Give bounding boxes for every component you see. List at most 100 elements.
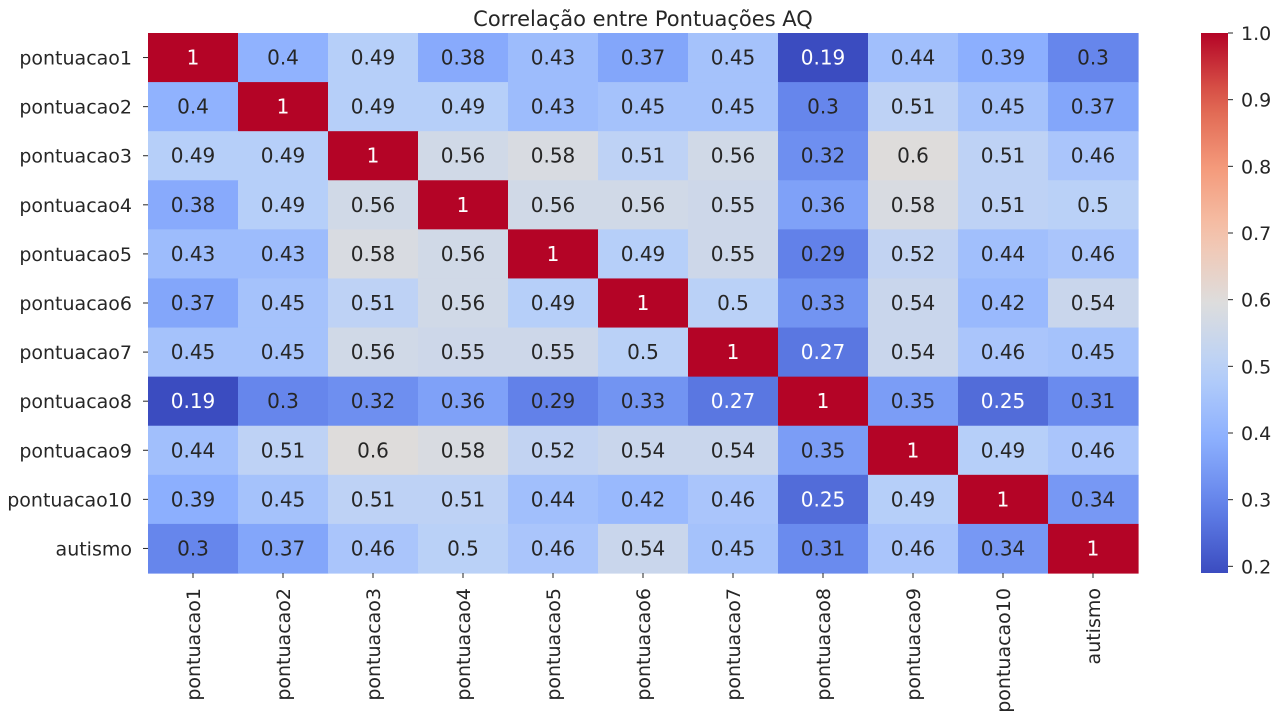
colorbar-tick-label-4: 0.6 [1241, 290, 1271, 312]
cell-label-6-3: 0.55 [441, 340, 486, 364]
heatmap-cell-4-2 [328, 229, 419, 280]
x-tick-label-2: pontuacao3 [363, 588, 385, 701]
cell-label-2-7: 0.32 [801, 144, 846, 168]
heatmap-cell-8-8 [868, 425, 959, 476]
cell-label-2-3: 0.56 [441, 144, 486, 168]
chart-title: Correlação entre Pontuações AQ [473, 7, 813, 31]
cell-label-0-9: 0.39 [981, 46, 1026, 70]
colorbar-tick-label-5: 0.7 [1241, 223, 1271, 245]
heatmap-cell-2-2 [328, 131, 419, 181]
heatmap-cell-4-5 [598, 229, 689, 280]
cell-label-6-8: 0.54 [891, 340, 936, 364]
heatmap-cell-10-2 [328, 523, 419, 574]
heatmap-cell-2-4 [508, 131, 599, 181]
x-tick-label-6: pontuacao7 [723, 588, 745, 701]
heatmap-cell-5-5 [598, 278, 689, 329]
heatmap-cell-7-0 [148, 376, 239, 427]
y-tick-label-3: pontuacao4 [19, 195, 132, 217]
heatmap-cell-5-8 [868, 278, 959, 329]
cell-label-0-10: 0.3 [1077, 46, 1109, 70]
cell-label-3-7: 0.36 [801, 193, 846, 217]
cell-label-8-6: 0.54 [711, 438, 756, 462]
heatmap-cell-5-7 [778, 278, 869, 329]
heatmap-cell-7-9 [958, 376, 1049, 427]
cell-label-5-8: 0.54 [891, 291, 936, 315]
cell-label-0-4: 0.43 [531, 46, 576, 70]
cell-label-9-9: 1 [997, 487, 1010, 511]
cell-label-0-0: 1 [187, 46, 200, 70]
heatmap-cell-1-2 [328, 82, 419, 132]
heatmap-cell-0-7 [778, 33, 869, 83]
cell-label-2-10: 0.46 [1071, 144, 1116, 168]
cell-label-1-5: 0.45 [621, 95, 666, 119]
heatmap-cell-0-6 [688, 33, 779, 83]
cell-label-9-10: 0.34 [1071, 487, 1116, 511]
cell-label-0-2: 0.49 [351, 46, 396, 70]
heatmap-cell-9-10 [1048, 474, 1139, 525]
heatmap-cell-2-10 [1048, 131, 1139, 181]
cell-label-5-10: 0.54 [1071, 291, 1116, 315]
heatmap-cell-0-4 [508, 33, 599, 83]
heatmap-cell-6-9 [958, 327, 1049, 378]
cell-label-3-8: 0.58 [891, 193, 936, 217]
cell-label-2-2: 1 [367, 144, 380, 168]
heatmap-cell-6-5 [598, 327, 689, 378]
heatmap-cell-9-0 [148, 474, 239, 525]
heatmap-cell-4-3 [418, 229, 509, 280]
heatmap-cell-0-5 [598, 33, 689, 83]
heatmap-cell-2-8 [868, 131, 959, 181]
heatmap-cell-4-7 [778, 229, 869, 280]
cell-label-6-6: 1 [727, 340, 740, 364]
colorbar-tick-label-6: 0.8 [1241, 156, 1271, 178]
x-tick-label-4: pontuacao5 [543, 588, 565, 701]
x-tick-label-9: pontuacao10 [993, 588, 1015, 713]
cell-label-1-7: 0.3 [807, 95, 839, 119]
heatmap-cell-10-0 [148, 523, 239, 574]
cell-label-1-4: 0.43 [531, 95, 576, 119]
cell-label-5-9: 0.42 [981, 291, 1026, 315]
x-tick-label-10: autismo [1083, 588, 1105, 664]
heatmap-cell-10-5 [598, 523, 689, 574]
heatmap-cell-2-9 [958, 131, 1049, 181]
cell-label-10-10: 1 [1087, 536, 1100, 560]
heatmap-cell-8-3 [418, 425, 509, 476]
cell-label-5-6: 0.5 [717, 291, 749, 315]
heatmap-cell-3-8 [868, 180, 959, 230]
heatmap-cell-3-7 [778, 180, 869, 230]
cell-label-8-8: 1 [907, 438, 920, 462]
cell-label-8-0: 0.44 [171, 438, 216, 462]
x-tick-labels: pontuacao1 pontuacao2 pontuacao3 pontuacao4… [183, 573, 1105, 713]
cell-label-4-5: 0.49 [621, 242, 666, 266]
heatmap-cell-9-3 [418, 474, 509, 525]
heatmap-cell-4-1 [238, 229, 329, 280]
cell-label-7-4: 0.29 [531, 389, 576, 413]
cell-label-7-10: 0.31 [1071, 389, 1116, 413]
heatmap-cell-8-5 [598, 425, 689, 476]
cell-label-8-2: 0.6 [357, 438, 389, 462]
y-tick-label-7: pontuacao8 [19, 391, 132, 413]
heatmap-cell-2-6 [688, 131, 779, 181]
x-tick-label-8: pontuacao9 [903, 588, 925, 701]
cell-label-8-1: 0.51 [261, 438, 306, 462]
heatmap-cell-10-6 [688, 523, 779, 574]
cell-label-1-2: 0.49 [351, 95, 396, 119]
heatmap-cell-3-10 [1048, 180, 1139, 230]
cell-label-5-1: 0.45 [261, 291, 306, 315]
heatmap-cell-2-3 [418, 131, 509, 181]
heatmap-cell-1-9 [958, 82, 1049, 132]
cell-label-6-2: 0.56 [351, 340, 396, 364]
cell-label-2-1: 0.49 [261, 144, 306, 168]
cell-label-10-3: 0.5 [447, 536, 479, 560]
cell-label-3-2: 0.56 [351, 193, 396, 217]
colorbar-tick-label-2: 0.4 [1241, 423, 1271, 445]
cell-label-6-7: 0.27 [801, 340, 846, 364]
cell-label-7-1: 0.3 [267, 389, 299, 413]
cell-label-5-7: 0.33 [801, 291, 846, 315]
heatmap-cell-4-9 [958, 229, 1049, 280]
heatmap-cell-8-0 [148, 425, 239, 476]
x-tick-label-0: pontuacao1 [183, 588, 205, 701]
cell-label-9-4: 0.44 [531, 487, 576, 511]
heatmap-cell-3-5 [598, 180, 689, 230]
heatmap-cell-5-1 [238, 278, 329, 329]
cell-label-10-1: 0.37 [261, 536, 306, 560]
